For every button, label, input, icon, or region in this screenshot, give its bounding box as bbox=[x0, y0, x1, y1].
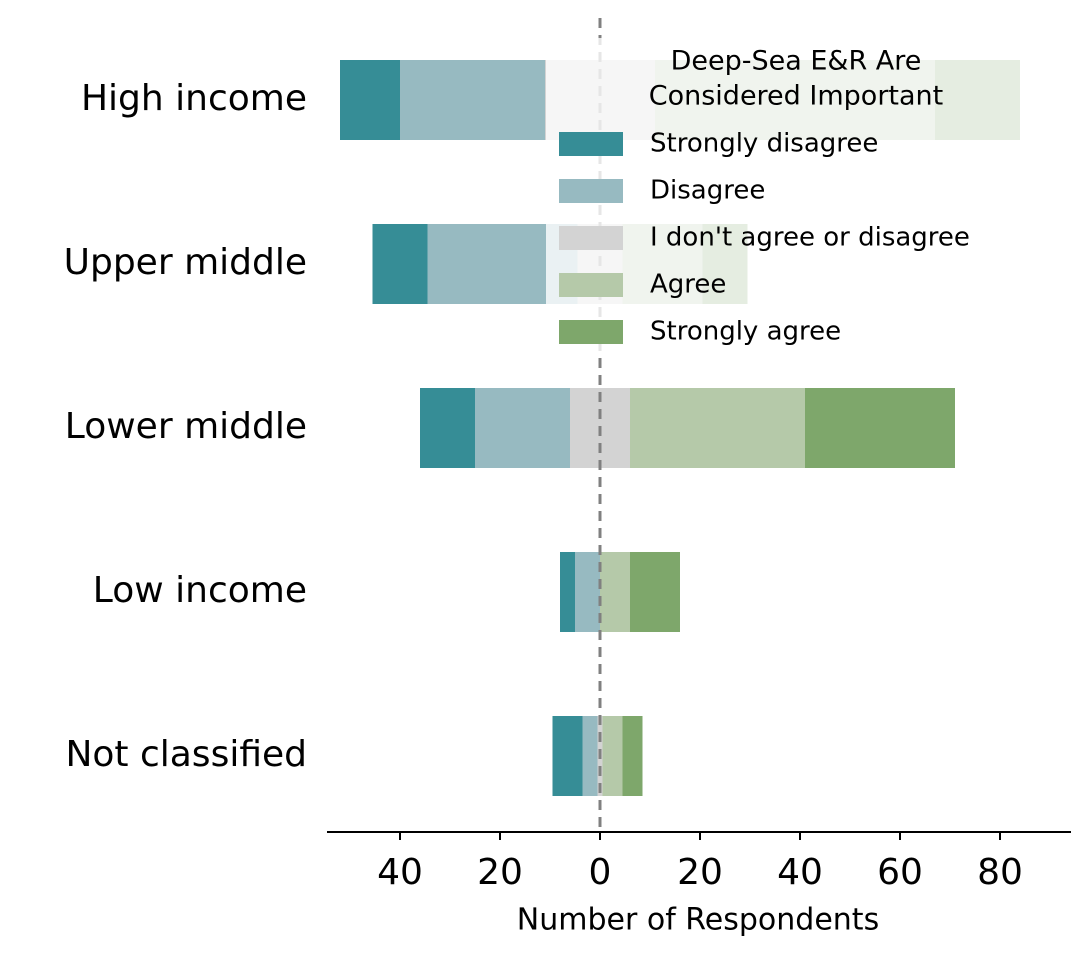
category-label: Low income bbox=[93, 570, 307, 611]
bar-segment bbox=[400, 60, 545, 140]
bar-segment bbox=[630, 552, 680, 632]
legend-swatch bbox=[559, 273, 623, 297]
bar-segment bbox=[475, 388, 570, 468]
x-tick-label: 0 bbox=[589, 852, 612, 893]
bar-segment bbox=[552, 716, 583, 796]
legend-box bbox=[546, 38, 1052, 356]
bar-segment bbox=[575, 552, 600, 632]
legend-title: Deep-Sea E&R Are bbox=[671, 46, 922, 77]
bar-segment bbox=[805, 388, 955, 468]
bar-segment bbox=[622, 716, 643, 796]
bar-segment bbox=[560, 552, 575, 632]
bar-segment bbox=[630, 388, 805, 468]
category-label: High income bbox=[81, 78, 307, 119]
bar-segment bbox=[582, 716, 598, 796]
category-label: Not classified bbox=[65, 734, 307, 775]
legend-label: Strongly agree bbox=[650, 317, 841, 347]
legend-title: Considered Important bbox=[649, 81, 944, 112]
bar-segment bbox=[340, 60, 400, 140]
legend-swatch bbox=[559, 320, 623, 344]
bar-segment bbox=[602, 716, 623, 796]
x-tick-label: 80 bbox=[977, 852, 1023, 893]
x-tick-label: 60 bbox=[877, 852, 923, 893]
x-tick-label: 40 bbox=[377, 852, 423, 893]
x-tick-label: 20 bbox=[477, 852, 523, 893]
legend-swatch bbox=[559, 132, 623, 156]
legend-label: Disagree bbox=[650, 176, 765, 206]
x-tick-label: 40 bbox=[777, 852, 823, 893]
bar-segment bbox=[372, 224, 428, 304]
legend-label: Strongly disagree bbox=[650, 129, 878, 159]
legend-label: Agree bbox=[650, 270, 726, 300]
bar-segment bbox=[600, 552, 630, 632]
legend-swatch bbox=[559, 179, 623, 203]
legend-label: I don't agree or disagree bbox=[650, 223, 970, 253]
category-label: Lower middle bbox=[65, 406, 307, 447]
x-tick-label: 20 bbox=[677, 852, 723, 893]
legend-swatch bbox=[559, 226, 623, 250]
category-label: Upper middle bbox=[64, 242, 307, 283]
legend: Deep-Sea E&R Are Considered Important Stro… bbox=[546, 38, 1052, 356]
bar-segment bbox=[420, 388, 475, 468]
x-axis-label: Number of Respondents bbox=[517, 903, 879, 938]
